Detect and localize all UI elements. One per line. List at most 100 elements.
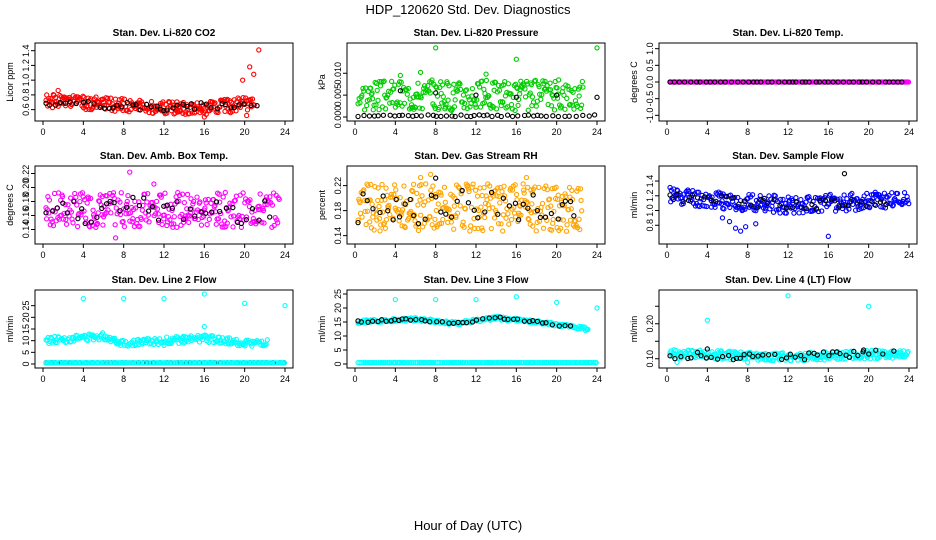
x-tick-label: 0 xyxy=(40,374,45,384)
data-point xyxy=(562,106,568,112)
data-point xyxy=(74,223,81,230)
data-point xyxy=(524,359,530,366)
data-point xyxy=(843,202,849,209)
data-point xyxy=(382,225,389,231)
data-point xyxy=(725,201,732,208)
data-point xyxy=(95,360,102,366)
data-point xyxy=(556,323,562,329)
data-point xyxy=(161,342,167,348)
data-point xyxy=(224,220,230,226)
data-point xyxy=(511,204,517,211)
data-point xyxy=(195,216,201,223)
data-point xyxy=(364,197,370,204)
data-point xyxy=(714,356,721,362)
data-point xyxy=(701,196,707,203)
data-point xyxy=(164,334,170,340)
data-point xyxy=(203,210,209,216)
data-point xyxy=(844,196,850,202)
chart-panel-3: Stan. Dev. Li-820 Temp. 0 4 8 12 16 20 24 -1.0-0… xyxy=(629,28,918,137)
data-point xyxy=(174,102,180,108)
data-point xyxy=(364,102,370,109)
data-point xyxy=(206,339,212,345)
data-point xyxy=(86,106,92,113)
data-point xyxy=(822,197,829,204)
data-point xyxy=(233,336,239,343)
data-point xyxy=(518,212,524,218)
data-point xyxy=(495,359,501,366)
x-tick-label: 4 xyxy=(81,127,86,137)
data-point xyxy=(685,355,691,362)
data-point xyxy=(370,206,376,212)
data-point xyxy=(186,360,192,366)
data-point xyxy=(761,195,767,202)
data-point xyxy=(230,224,236,230)
y-tick-label: 1.2 xyxy=(21,59,31,72)
data-point xyxy=(184,191,191,198)
data-point xyxy=(216,191,222,197)
y-tick-label: 0.8 xyxy=(645,219,655,232)
data-point xyxy=(476,359,483,366)
data-point xyxy=(529,201,535,207)
data-point xyxy=(555,77,562,83)
data-point xyxy=(54,205,60,211)
data-point xyxy=(418,212,424,218)
data-point xyxy=(578,102,585,108)
data-point xyxy=(460,92,467,98)
data-point xyxy=(422,216,428,222)
data-point xyxy=(366,97,373,103)
data-point xyxy=(516,217,522,223)
data-point xyxy=(100,222,106,228)
data-point xyxy=(442,199,448,205)
data-point xyxy=(243,214,250,220)
data-point xyxy=(471,207,477,213)
data-point xyxy=(369,318,376,324)
data-point xyxy=(741,352,747,358)
data-point xyxy=(65,202,71,208)
data-point xyxy=(262,198,268,204)
data-point xyxy=(162,190,168,196)
data-point xyxy=(375,97,381,103)
data-point xyxy=(466,188,472,195)
data-point xyxy=(133,102,139,108)
data-point xyxy=(87,224,93,230)
data-point xyxy=(181,199,188,206)
data-point xyxy=(558,225,564,231)
data-point xyxy=(376,203,382,210)
data-point xyxy=(378,317,385,323)
y-tick-label: 0.22 xyxy=(21,165,31,183)
data-point xyxy=(179,191,186,197)
data-point xyxy=(407,317,414,323)
data-point xyxy=(463,87,470,93)
data-point xyxy=(150,360,156,366)
data-point xyxy=(355,113,361,120)
data-point xyxy=(526,318,533,325)
data-point xyxy=(267,214,273,220)
data-point xyxy=(740,79,746,85)
data-point xyxy=(471,112,477,119)
x-tick-label: 24 xyxy=(280,374,290,384)
data-point xyxy=(440,216,446,223)
data-point xyxy=(245,198,252,204)
y-tick-label: 0.6 xyxy=(21,103,31,116)
data-point xyxy=(170,360,176,366)
data-point xyxy=(392,113,398,119)
data-point xyxy=(594,45,600,51)
data-point xyxy=(108,95,114,101)
data-point xyxy=(698,352,704,359)
data-point xyxy=(534,208,540,214)
series-1 xyxy=(355,294,600,333)
data-point xyxy=(63,221,70,227)
data-point xyxy=(777,196,784,203)
data-point xyxy=(472,225,478,232)
data-point xyxy=(750,79,757,85)
y-tick-label: 0.20 xyxy=(21,179,31,197)
data-point xyxy=(576,93,582,99)
data-point xyxy=(667,192,673,198)
data-point xyxy=(158,194,164,200)
data-point xyxy=(118,360,124,366)
data-point xyxy=(446,207,452,213)
data-point xyxy=(393,196,399,203)
data-point xyxy=(490,205,496,211)
panel-title: Stan. Dev. Sample Flow xyxy=(732,151,844,162)
data-point xyxy=(249,206,256,212)
